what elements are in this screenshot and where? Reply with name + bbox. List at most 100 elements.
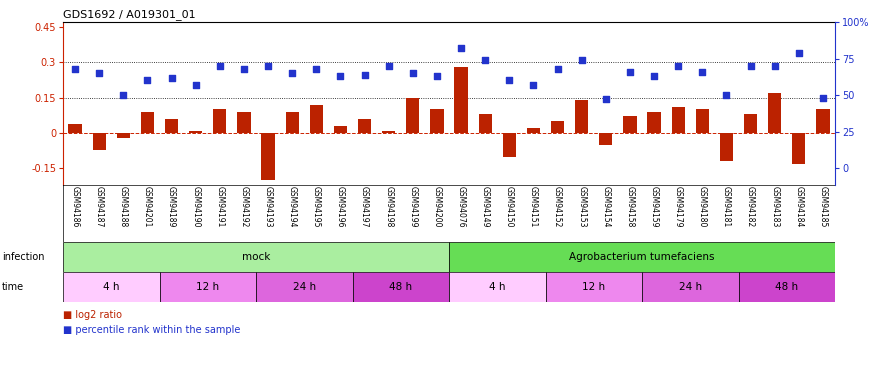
Bar (720, 133, 733, 161)
Text: GSM94186: GSM94186 (71, 186, 80, 228)
Point (141, 78, 155, 84)
Point (502, 78, 516, 84)
Point (381, 63, 396, 69)
Point (696, 69, 710, 75)
Point (405, 70, 419, 76)
Text: GSM94152: GSM94152 (553, 186, 562, 228)
Bar (672, 107, 685, 133)
Bar (286, 112, 299, 133)
Bar (334, 126, 347, 133)
Point (599, 96, 613, 102)
Text: GSM94201: GSM94201 (143, 186, 152, 228)
Text: GSM94181: GSM94181 (722, 186, 731, 227)
Point (743, 63, 758, 69)
Point (212, 63, 227, 69)
Text: GSM94154: GSM94154 (601, 186, 611, 228)
Text: Agrobacterium tumefaciens: Agrobacterium tumefaciens (569, 252, 715, 262)
Bar (358, 119, 371, 133)
Point (527, 82, 541, 88)
Text: GSM94187: GSM94187 (95, 186, 104, 228)
Text: infection: infection (2, 252, 44, 262)
Bar (503, 133, 516, 157)
Text: GSM94193: GSM94193 (264, 186, 273, 228)
Point (574, 57, 589, 63)
Text: ■ log2 ratio: ■ log2 ratio (63, 310, 122, 320)
Text: GSM94198: GSM94198 (384, 186, 393, 228)
Text: GSM94180: GSM94180 (697, 186, 707, 228)
Text: GSM94191: GSM94191 (215, 186, 224, 228)
Point (671, 63, 685, 69)
Bar (256, 272, 352, 302)
Bar (768, 93, 781, 133)
Text: GSM94183: GSM94183 (770, 186, 779, 228)
Bar (352, 272, 449, 302)
Point (430, 73, 444, 79)
Point (334, 73, 348, 79)
Point (261, 63, 275, 69)
Bar (213, 110, 227, 133)
Text: time: time (2, 282, 24, 292)
Text: mock: mock (242, 252, 270, 262)
Point (792, 50, 806, 56)
Text: GSM94185: GSM94185 (819, 186, 827, 228)
Bar (599, 133, 612, 145)
Bar (68, 124, 81, 133)
Text: GSM94149: GSM94149 (481, 186, 489, 228)
Bar (382, 130, 396, 133)
Bar (696, 110, 709, 133)
Bar (527, 128, 540, 133)
Point (309, 66, 323, 72)
Text: GSM94151: GSM94151 (529, 186, 538, 228)
Text: GSM94182: GSM94182 (746, 186, 755, 227)
Bar (237, 112, 250, 133)
Bar (449, 242, 835, 272)
Text: GSM94192: GSM94192 (240, 186, 249, 228)
Bar (479, 114, 492, 133)
Text: 12 h: 12 h (582, 282, 605, 292)
Text: GSM94196: GSM94196 (336, 186, 345, 228)
Text: GSM94184: GSM94184 (795, 186, 804, 228)
Text: GDS1692 / A019301_01: GDS1692 / A019301_01 (63, 9, 196, 20)
Text: ■ percentile rank within the sample: ■ percentile rank within the sample (63, 325, 241, 335)
Point (68, 66, 82, 72)
Point (237, 66, 251, 72)
Text: GSM94197: GSM94197 (360, 186, 369, 228)
Text: 24 h: 24 h (293, 282, 316, 292)
Point (623, 69, 637, 75)
Point (285, 70, 299, 76)
Point (189, 82, 203, 88)
Text: GSM94194: GSM94194 (288, 186, 296, 228)
Point (358, 72, 372, 78)
Text: GSM94199: GSM94199 (408, 186, 418, 228)
Bar (117, 133, 130, 138)
Text: GSM94189: GSM94189 (167, 186, 176, 228)
Bar (816, 110, 829, 133)
Text: 4 h: 4 h (103, 282, 119, 292)
Bar (551, 121, 565, 133)
Text: GSM94179: GSM94179 (673, 186, 682, 228)
Point (647, 73, 661, 79)
Text: 24 h: 24 h (679, 282, 702, 292)
Point (550, 66, 565, 72)
Bar (648, 112, 661, 133)
Point (454, 45, 468, 51)
Bar (792, 133, 805, 164)
Bar (63, 242, 449, 272)
Text: GSM94158: GSM94158 (626, 186, 635, 228)
Bar (744, 114, 758, 133)
Point (767, 63, 781, 69)
Bar (449, 272, 545, 302)
Bar (642, 272, 738, 302)
Point (92, 70, 106, 76)
Bar (261, 133, 274, 180)
Text: GSM94159: GSM94159 (650, 186, 658, 228)
Text: GSM94195: GSM94195 (312, 186, 320, 228)
Bar (430, 110, 443, 133)
Point (816, 95, 830, 101)
Bar (454, 67, 467, 133)
Bar (189, 130, 203, 133)
Bar (159, 272, 256, 302)
Bar (310, 105, 323, 133)
Text: GSM94188: GSM94188 (119, 186, 127, 227)
Bar (63, 272, 159, 302)
